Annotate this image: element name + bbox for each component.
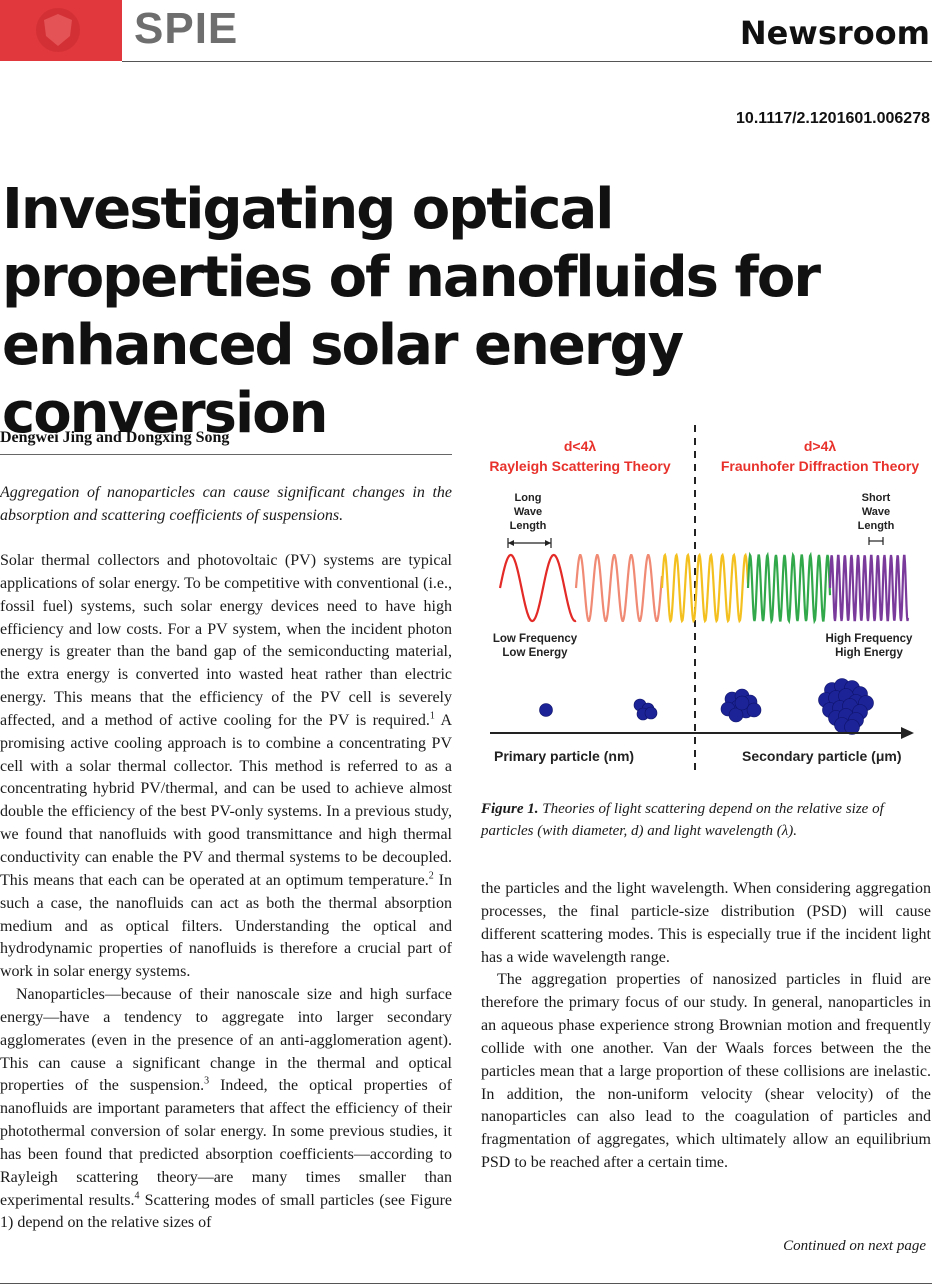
axis-arrow-icon [901,727,914,739]
particle [734,695,750,711]
spie-logo-text: SPIE [134,4,239,53]
low-frequency-label: Low Frequency [493,633,578,645]
body-paragraph: The aggregation properties of nanosized … [481,971,931,1172]
long-wave-label-1: Long [515,492,542,504]
left-theory: Rayleigh Scattering Theory [489,458,670,474]
high-frequency-label: High Frequency [826,633,914,645]
body-paragraph: the particles and the light wavelength. … [481,880,931,966]
continued-note: Continued on next page [783,1238,926,1254]
paragraph-text: Scattering modes of small particles (see… [0,1191,453,1232]
authors-divider [0,454,452,455]
figure-caption: Figure 1. Theories of light scattering d… [481,798,931,842]
right-theory: Fraunhofer Diffraction Theory [721,458,920,474]
doi-text: 10.1117/2.1201601.006278 [736,110,930,127]
particle [746,702,762,718]
paragraph-text: Solar thermal collectors and photovoltai… [0,552,452,729]
short-wave-label-1: Short [862,492,891,504]
paragraph-text: Nanoparticles—because of their nanoscale… [0,986,452,1095]
section-title: Newsroom [739,14,930,52]
wave-pink [574,554,664,622]
particle [728,707,744,723]
secondary-axis-label: Secondary particle (μm) [742,748,902,764]
left-column-body: Solar thermal collectors and photovoltai… [0,550,452,1235]
article-authors: Dengwei Jing and Dongxing Song [0,429,230,446]
paragraph-text: In such a case, the nanofluids can act a… [0,871,453,981]
left-condition: d<4λ [564,438,597,454]
figure-1: d<4λ Rayleigh Scattering Theory d>4λ Fra… [480,420,930,785]
wave-yellow [660,552,750,624]
wave-purple [828,554,910,622]
right-column-body: the particles and the light wavelength. … [481,878,931,1175]
short-wave-label-3: Length [858,520,895,532]
footer-divider [0,1283,932,1284]
particle [539,703,553,717]
wave-red [498,553,577,623]
particle [844,719,860,735]
scattering-diagram: d<4λ Rayleigh Scattering Theory d>4λ Fra… [489,425,920,772]
reference-marker: 4 [134,1190,140,1202]
article-abstract: Aggregation of nanoparticles can cause s… [0,484,452,524]
wave-green [746,551,832,625]
paragraph-text: Indeed, the optical properties of nanofl… [0,1077,452,1209]
long-wave-label-3: Length [510,520,547,532]
shield-icon [36,8,80,52]
reference-marker: 1 [429,710,435,722]
right-condition: d>4λ [804,438,837,454]
article-title: Investigating optical properties of nano… [2,177,821,446]
reference-marker: 2 [428,870,434,882]
reference-marker: 3 [204,1076,210,1088]
particle-clusters [539,678,874,735]
spie-logo-mark [0,0,122,61]
primary-axis-label: Primary particle (nm) [494,748,634,764]
body-paragraph: Nanoparticles—because of their nanoscale… [0,984,452,1235]
low-energy-label: Low Energy [502,647,568,659]
short-wave-label-2: Wave [862,506,890,518]
particle [644,706,658,720]
long-wave-label-2: Wave [514,506,542,518]
caption-text: Theories of light scattering depend on t… [481,801,884,839]
paragraph-text: A promising active cooling approach is t… [0,711,452,889]
body-paragraph: Solar thermal collectors and photovoltai… [0,550,452,984]
header-divider [122,61,932,62]
high-energy-label: High Energy [835,647,903,659]
figure-label: Figure 1. [481,801,539,817]
